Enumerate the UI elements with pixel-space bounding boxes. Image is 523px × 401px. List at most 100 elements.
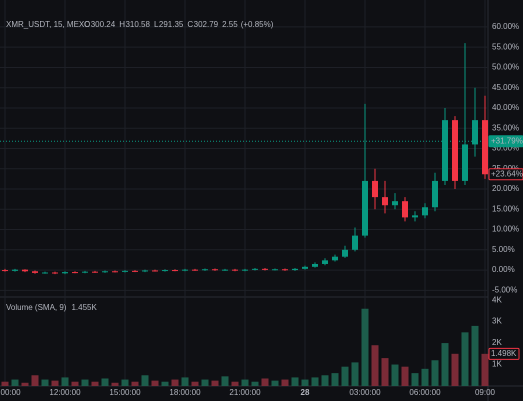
volume-tick-label: 3K xyxy=(492,317,502,326)
candle-body xyxy=(162,270,168,272)
candle-body xyxy=(282,269,288,271)
price-label: +23.64% xyxy=(491,169,523,178)
volume-bar xyxy=(81,379,89,386)
candle-body xyxy=(262,268,268,270)
volume-bar xyxy=(71,381,79,386)
legend-value: 310.58 xyxy=(125,20,150,29)
candle-body xyxy=(472,120,478,145)
symbol: XMR_USDT, 15, MEXC xyxy=(6,20,90,29)
candle-body xyxy=(352,235,358,250)
volume-bar xyxy=(241,379,249,386)
volume-bar xyxy=(191,381,199,386)
legend-key: H xyxy=(119,20,125,29)
volume-bar xyxy=(461,332,469,386)
volume-bar xyxy=(31,375,39,386)
volume-bar xyxy=(431,360,439,386)
candle-body xyxy=(332,256,338,261)
volume-bar xyxy=(391,364,399,386)
volume-bar xyxy=(51,380,59,386)
candle-body xyxy=(232,269,238,271)
volume-bar xyxy=(251,381,259,386)
volume-bar xyxy=(231,381,239,386)
x-tick-label: 06:00:00 xyxy=(409,388,441,397)
volume-bar xyxy=(301,379,309,386)
candle-body xyxy=(312,263,318,267)
y-tick-label: 50.00% xyxy=(492,63,519,72)
volume-bar xyxy=(151,380,159,386)
candle-body xyxy=(52,272,58,274)
x-tick-label: 28 xyxy=(301,388,310,397)
volume-bar xyxy=(261,378,269,386)
volume-bar xyxy=(181,377,189,386)
candle-body xyxy=(152,270,158,272)
candle-body xyxy=(202,269,208,271)
legend-value: 291.35 xyxy=(159,20,184,29)
legend-change-pct: (+0.85%) xyxy=(241,20,274,29)
volume-bar xyxy=(141,375,149,386)
candle-body xyxy=(452,120,458,181)
volume-bar xyxy=(171,379,179,386)
candle-body xyxy=(342,249,348,257)
price-label-box xyxy=(488,135,523,148)
candle-body xyxy=(402,201,408,218)
volume-bar xyxy=(111,382,119,386)
candle-body xyxy=(292,268,298,271)
volume-bar xyxy=(471,325,479,386)
y-tick-label: 20.00% xyxy=(492,184,519,193)
volume-sma-value: 1.455K xyxy=(71,303,97,312)
y-tick-label: 15.00% xyxy=(492,204,519,213)
volume-bar xyxy=(221,376,229,386)
volume-title: Volume (SMA, 9) xyxy=(6,303,67,312)
volume-bar xyxy=(11,379,19,386)
volume-bar xyxy=(451,353,459,386)
volume-bar xyxy=(1,381,9,386)
candle-body xyxy=(72,272,78,274)
volume-bar xyxy=(21,382,29,386)
x-tick-label: 18:00:00 xyxy=(169,388,201,397)
candle-body xyxy=(302,266,308,269)
volume-bar xyxy=(211,380,219,386)
candle-body xyxy=(272,269,278,271)
candle-body xyxy=(252,268,258,270)
legend-key: O xyxy=(84,20,90,29)
candle-body xyxy=(422,207,428,216)
volume-bar xyxy=(411,373,419,386)
legend-value: 302.79 xyxy=(194,20,219,29)
y-tick-label: 45.00% xyxy=(492,83,519,92)
legend-value: 300.24 xyxy=(91,20,116,29)
volume-bar xyxy=(41,379,49,386)
volume-bar xyxy=(341,366,349,386)
volume-bar xyxy=(101,378,109,386)
y-tick-label: 10.00% xyxy=(492,225,519,234)
volume-bar xyxy=(311,377,319,386)
candle-body xyxy=(22,269,28,272)
candle-body xyxy=(222,269,228,271)
volume-bar xyxy=(61,377,69,386)
y-tick-label: 30.00% xyxy=(492,144,519,153)
candle-body xyxy=(182,269,188,271)
labels: XMR_USDT, 15, MEXC Volume (SMA, 9) O 300.… xyxy=(0,20,523,397)
volume-bar xyxy=(291,377,299,386)
volume-bar xyxy=(401,366,409,386)
price-label: +31.79% xyxy=(491,136,523,145)
volume-bar xyxy=(331,373,339,386)
volume-bar xyxy=(131,381,139,386)
legend-key: L xyxy=(154,20,159,29)
candle-body xyxy=(102,271,108,273)
y-tick-label: 5.00% xyxy=(492,245,515,254)
volume-bar xyxy=(321,375,329,386)
candle-body xyxy=(132,270,138,272)
candle-body xyxy=(112,271,118,273)
candle-body xyxy=(372,180,378,198)
x-tick-label: 03:00:00 xyxy=(349,388,381,397)
x-tick-label: 12:00:00 xyxy=(49,388,81,397)
legend-change: 2.55 xyxy=(222,20,238,29)
volume-bar xyxy=(361,308,369,386)
legend-key: C xyxy=(187,20,193,29)
candle-body xyxy=(92,271,98,273)
x-tick-label: 09:00 xyxy=(475,388,496,397)
volume-bar xyxy=(421,368,429,386)
candle-body xyxy=(212,269,218,271)
candle-body xyxy=(12,269,18,271)
